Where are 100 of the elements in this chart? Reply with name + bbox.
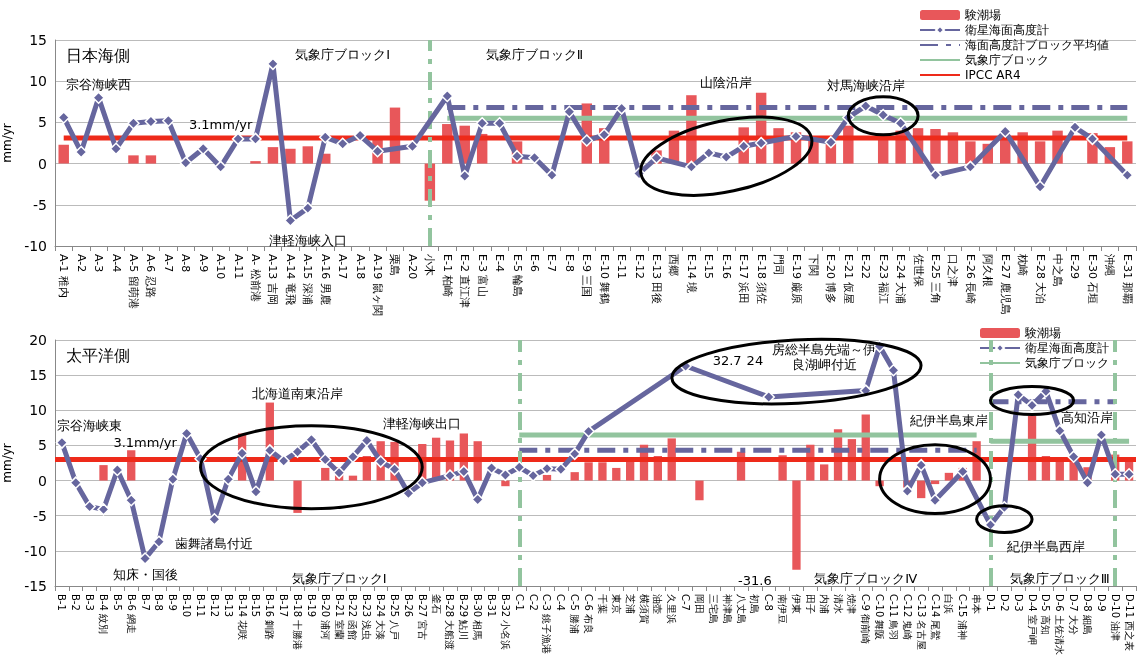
point [443, 469, 457, 482]
annotation: 知床・国後 [112, 567, 178, 583]
x-tick-label: E-15 [702, 254, 716, 279]
x-tick-label: B-25 八戸 [389, 594, 401, 641]
point [1011, 388, 1025, 402]
y-tick-label: 15 [29, 367, 47, 384]
x-tick-label: B-22 函館 [347, 594, 359, 641]
point [510, 149, 524, 163]
point [235, 446, 249, 460]
bar [293, 480, 302, 513]
annotation: 気象庁ブロックⅡ [485, 46, 584, 62]
point [789, 130, 803, 143]
x-tick-label: D-6 土佐清水 [1054, 594, 1066, 655]
y-tick-label: 0 [38, 155, 47, 172]
x-tick-label: E-16 [719, 254, 733, 279]
annotation: 紀伊半島西岸 [1006, 539, 1085, 555]
annotation: 対馬海峡沿岸 [826, 77, 905, 93]
x-tick-label: 下関 [806, 254, 820, 276]
x-tick-label: E-29 [1068, 254, 1082, 279]
x-tick-label: B-21 室蘭 [333, 594, 345, 641]
point [568, 447, 581, 461]
point [597, 128, 611, 142]
y-axis-title: mm/yr [0, 123, 15, 163]
legend-label: IPCC AR4 [965, 68, 1021, 82]
annotation: 歯舞諸島付近 [175, 535, 254, 551]
point [458, 169, 471, 183]
x-tick-label: E-6 [527, 254, 541, 272]
chart-title: 日本海側 [66, 45, 130, 65]
point [859, 99, 872, 113]
point [353, 129, 367, 142]
bar [302, 146, 314, 164]
point [144, 115, 158, 128]
x-tick-label: 小木 [423, 254, 437, 276]
x-tick-label: C-5 勝浦 [569, 594, 581, 635]
point [499, 468, 512, 482]
point [526, 469, 540, 482]
point [55, 436, 69, 449]
point [1025, 399, 1039, 412]
point [166, 472, 180, 486]
point [1067, 450, 1080, 463]
x-tick-label: B-31 [486, 594, 498, 618]
bar [348, 475, 358, 481]
point [1122, 468, 1136, 481]
x-tick-label: E-20 博多 [824, 254, 838, 305]
x-tick-label: E-14 境 [684, 254, 698, 294]
bar [695, 480, 704, 501]
x-tick-label: E-28 大泊 [1033, 254, 1047, 305]
x-tick-label: 久里浜 [666, 594, 678, 624]
point [1121, 168, 1134, 182]
x-tick-label: C-7 [680, 594, 692, 611]
x-tick-label: 釜石 [430, 594, 442, 614]
x-tick-label: 焼津 [846, 594, 858, 614]
x-tick-label: C-6 布良 [583, 594, 595, 635]
x-tick-label: A-9 [196, 254, 210, 273]
bar [267, 147, 279, 164]
x-tick-label: E-27 鹿児島 [998, 254, 1012, 316]
x-tick-label: 田子 [804, 594, 816, 614]
x-tick-label: B-16 釧路 [264, 594, 276, 641]
x-tick-label: E-11 [615, 254, 629, 279]
x-tick-label: B-26 [402, 594, 414, 618]
x-tick-label: 栗島 [388, 254, 402, 276]
x-tick-label: 枕崎 [1016, 253, 1030, 276]
annotation: 気象庁ブロックⅢ [1009, 570, 1110, 586]
point [319, 453, 332, 466]
bar [128, 155, 139, 164]
point [346, 450, 360, 463]
x-tick-label: B-5 [111, 594, 123, 611]
x-tick-label: C-10 舞阪 [874, 594, 886, 641]
x-tick-label: A-15 深浦 [301, 254, 315, 305]
bar [1122, 141, 1133, 164]
x-tick-label: A-2 [74, 254, 88, 273]
x-tick-label: B-29 鮎川 [458, 594, 470, 641]
bar [820, 464, 829, 481]
x-tick-label: D-7 大分 [1068, 594, 1080, 635]
point [457, 465, 471, 478]
x-tick-label: E-31 那覇 [1120, 254, 1134, 305]
x-tick-label: E-5 輪島 [510, 254, 524, 298]
point [737, 140, 750, 153]
point [894, 116, 907, 130]
point [277, 454, 290, 468]
x-tick-label: B-27 宮古 [416, 594, 428, 641]
point [111, 463, 124, 477]
point [1033, 180, 1047, 193]
x-tick-label: 門司 [772, 254, 786, 276]
point [336, 137, 349, 151]
annotation: 気象庁ブロックⅠ [295, 46, 391, 62]
x-tick-label: D-1 [984, 594, 996, 612]
bar [944, 472, 954, 481]
x-tick-label: A-1 稚内 [57, 254, 71, 298]
x-tick-label: B-14 花咲 [236, 594, 248, 641]
legend-label: 衛星海面高度計 [1025, 341, 1109, 355]
y-tick-label: -10 [24, 542, 47, 559]
x-tick-label: B-1 [56, 594, 68, 611]
bar [917, 480, 926, 499]
x-tick-label: 八丈島 [735, 594, 747, 624]
x-tick-label: D-4 室戸岬 [1026, 594, 1038, 645]
x-tick-label: A-3 [92, 254, 106, 273]
x-tick-label: E-26 長崎 [963, 254, 977, 305]
x-tick-label: B-4 紋別 [98, 594, 110, 635]
point [263, 444, 277, 457]
